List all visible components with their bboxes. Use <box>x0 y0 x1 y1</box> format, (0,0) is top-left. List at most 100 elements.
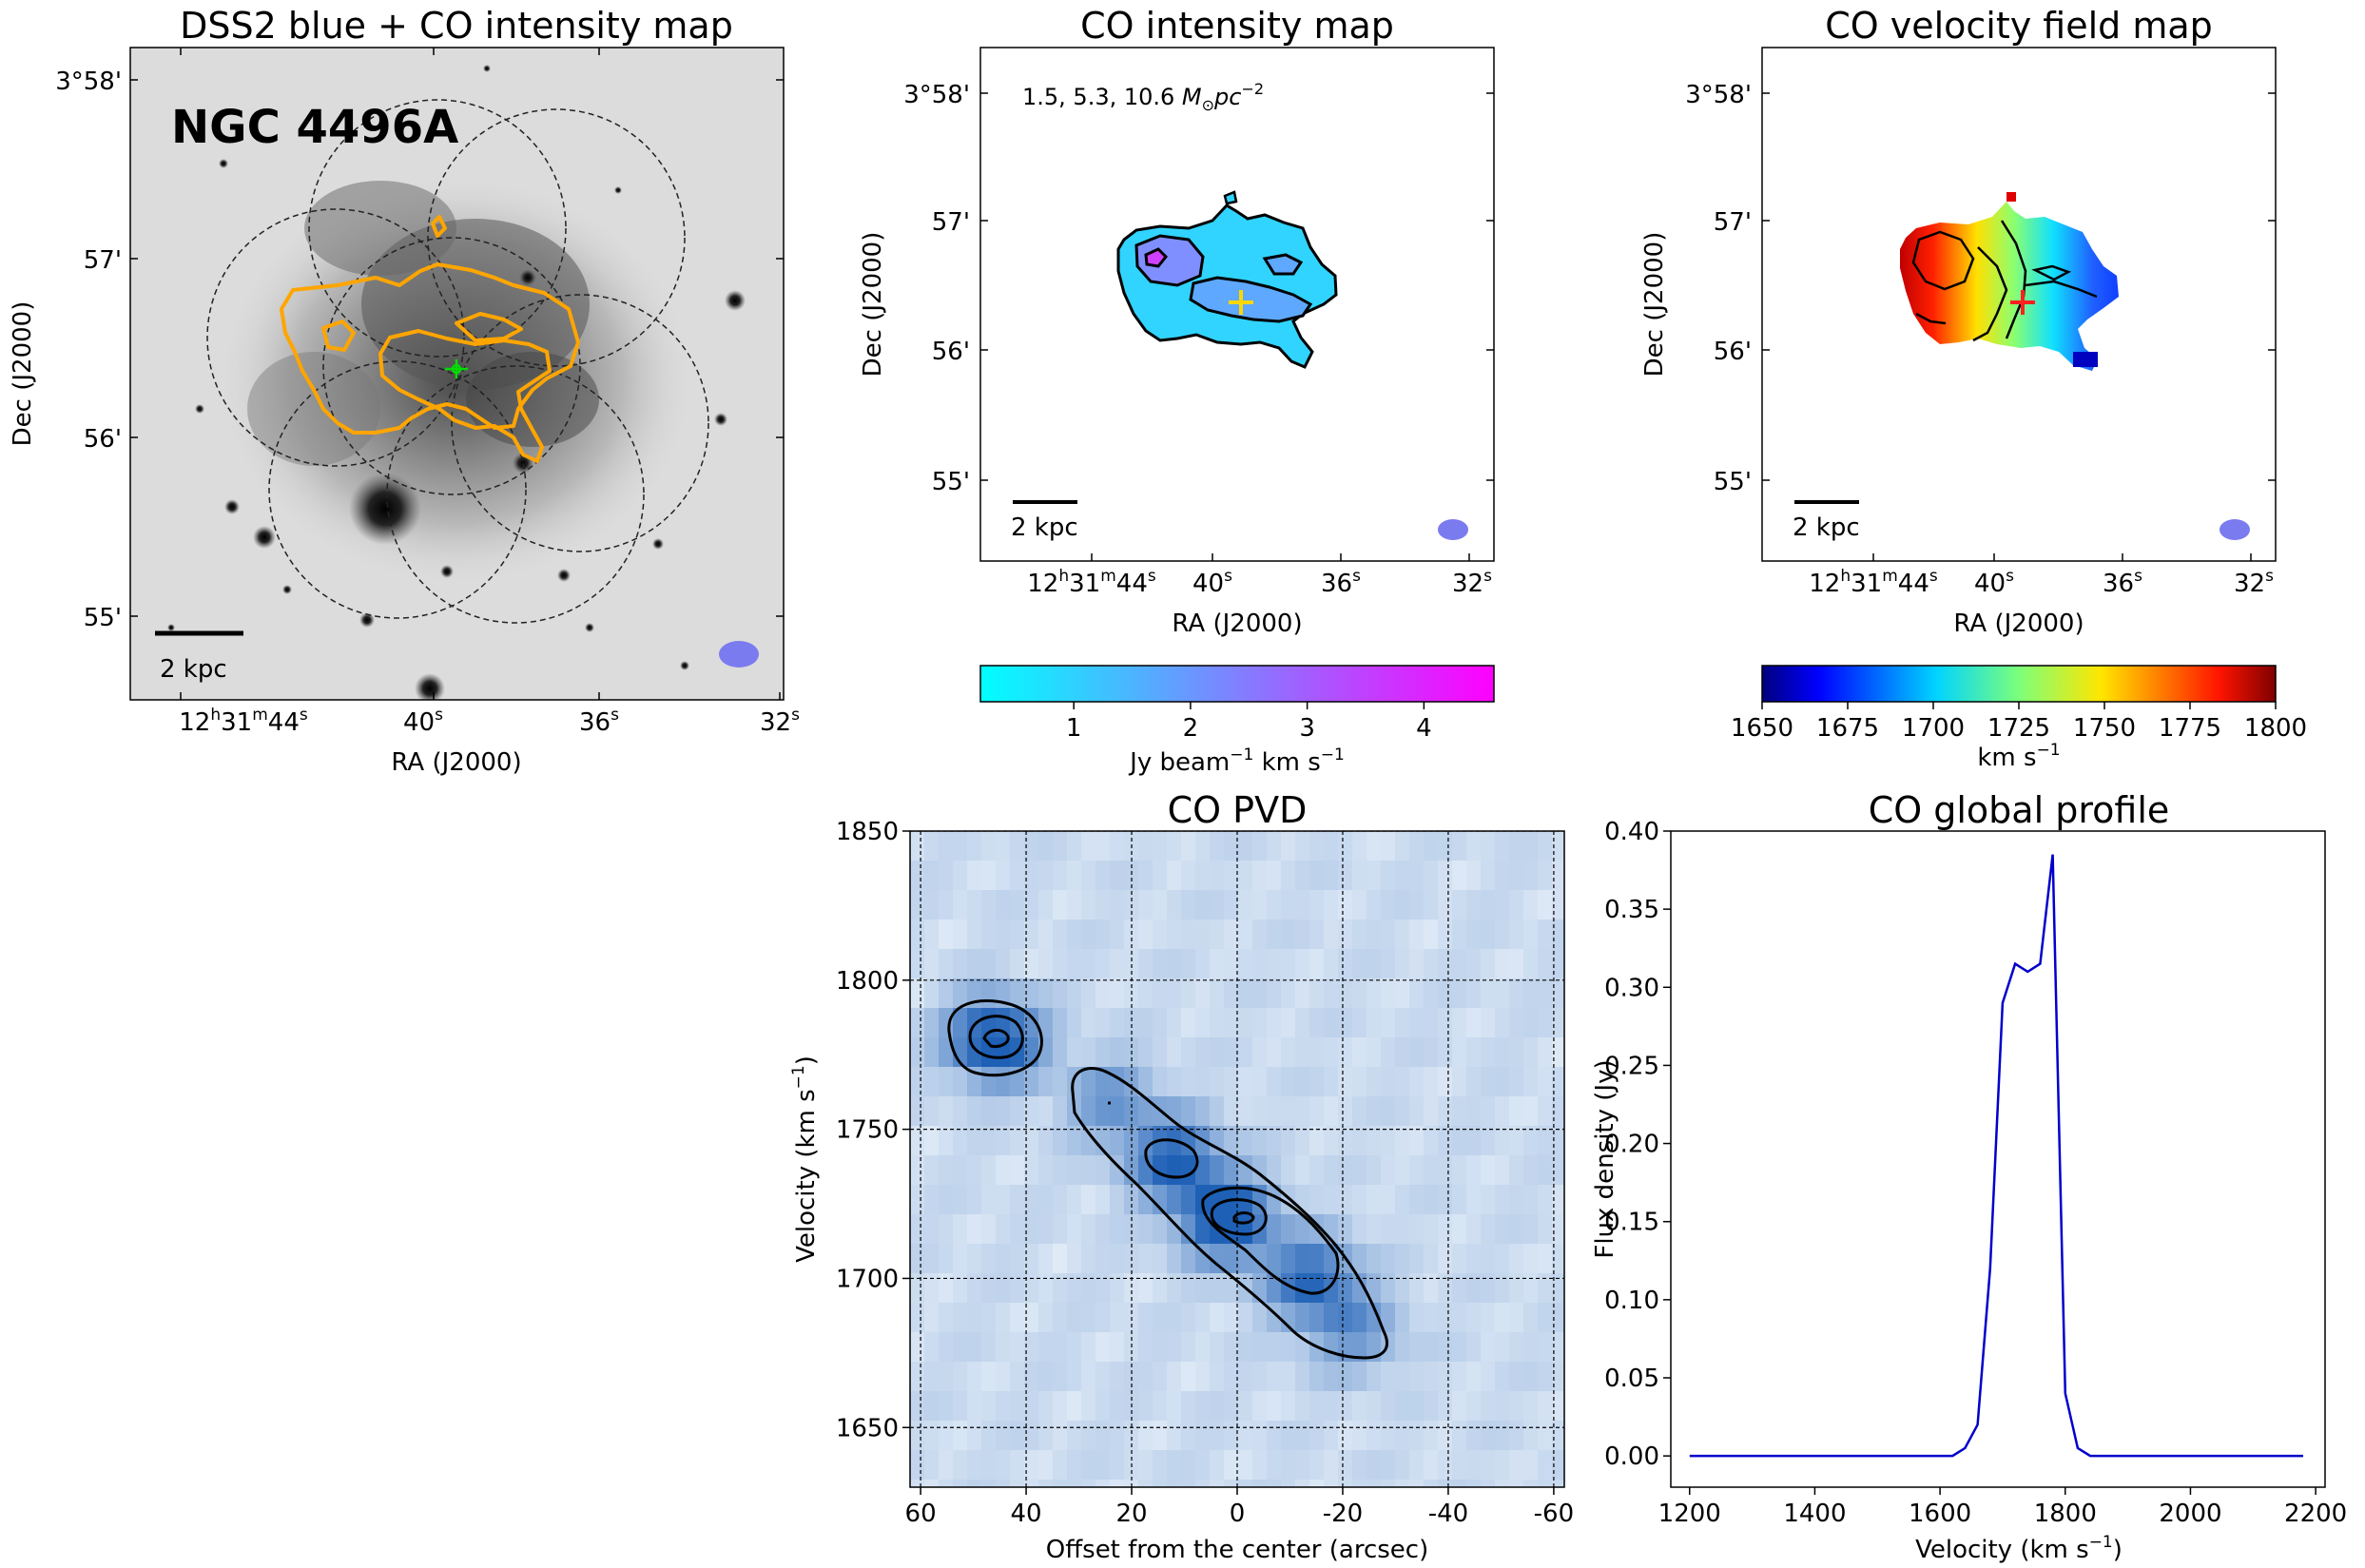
star <box>349 473 421 545</box>
pvd-cell <box>1095 1421 1111 1451</box>
pvd-cell <box>1395 1421 1410 1451</box>
pvd-cell <box>1095 1037 1111 1068</box>
pvd-cell <box>1295 1421 1310 1451</box>
pvd-cell <box>1281 1391 1296 1422</box>
pvd-cell <box>1024 1185 1039 1215</box>
pvd-cell <box>1281 1155 1296 1186</box>
pvd-cell <box>1224 949 1239 979</box>
pvd-cell <box>1509 1332 1524 1363</box>
pvd-cell <box>1195 1450 1211 1481</box>
pvd-cell <box>1452 1244 1467 1274</box>
pvd-cell <box>939 1155 954 1186</box>
profile-plot-area <box>1670 830 2326 1488</box>
pvd-cell <box>1053 1185 1068 1215</box>
pvd-cell <box>1238 1450 1253 1481</box>
pvd-cell <box>1010 1067 1025 1097</box>
pvd-cell <box>1181 861 1196 891</box>
pvd-cell <box>1195 861 1211 891</box>
pvd-cell <box>1181 1362 1196 1392</box>
pvd-cell <box>939 1008 954 1038</box>
intensity-contour-core <box>1144 247 1169 268</box>
pvd-cell <box>1238 1480 1253 1487</box>
pvd-cell <box>981 920 997 950</box>
pvd-cell <box>1067 1155 1082 1186</box>
star <box>224 499 240 514</box>
pvd-cell <box>953 1303 968 1333</box>
pvd-cell <box>1509 890 1524 920</box>
pvd-cell <box>1338 1303 1353 1333</box>
pvd-cell <box>1267 890 1282 920</box>
fov-circle <box>322 237 581 495</box>
pvd-cell <box>1081 890 1096 920</box>
pvd-cell <box>1167 1332 1182 1363</box>
pvd-cell <box>1038 1362 1054 1392</box>
pvd-cell <box>1309 861 1325 891</box>
x-axis-label: Offset from the center (arcsec) <box>1046 1536 1428 1564</box>
pvd-cell <box>1452 1185 1467 1215</box>
pvd-cell <box>981 831 997 861</box>
pvd-cell <box>1038 1480 1054 1487</box>
pvd-cell <box>1138 1303 1153 1333</box>
pvd-cell <box>1381 949 1396 979</box>
pvd-cell <box>924 1273 940 1304</box>
y-axis-label: Velocity (km s−1) <box>789 1055 821 1263</box>
pvd-cell <box>1338 1421 1353 1451</box>
pvd-cell <box>1138 949 1153 979</box>
pvd-cell <box>1053 1037 1068 1068</box>
pvd-cell <box>1195 1155 1211 1186</box>
pvd-cell <box>981 1214 997 1245</box>
pvd-cell <box>1181 1185 1196 1215</box>
pvd-cell <box>1409 1244 1425 1274</box>
pvd-cell <box>1538 1214 1553 1245</box>
pvd-cell <box>1210 1391 1225 1422</box>
y-tick-label: 55' <box>84 604 122 632</box>
pvd-cell <box>1038 861 1054 891</box>
pvd-cell <box>953 1096 968 1127</box>
pvd-cell <box>1110 1273 1125 1304</box>
pvd-cell <box>1309 1450 1325 1481</box>
pvd-cell <box>1095 1067 1111 1097</box>
pvd-cell <box>1367 1185 1382 1215</box>
pvd-cell <box>1281 1067 1296 1097</box>
pvd-cell <box>1495 949 1510 979</box>
pvd-cell <box>1481 1214 1496 1245</box>
pvd-cell <box>1466 978 1482 1009</box>
pvd-cell <box>1409 1450 1425 1481</box>
pvd-cell <box>981 1480 997 1487</box>
pvd-cell <box>996 890 1011 920</box>
pvd-grid <box>910 831 1564 1487</box>
pvd-cell <box>1081 1096 1096 1127</box>
pvd-cell <box>1267 1332 1282 1363</box>
pvd-cell <box>1124 1214 1139 1245</box>
pvd-cell <box>1424 920 1439 950</box>
y-tick-label: 3°58' <box>1685 81 1752 109</box>
pvd-cell <box>1395 1037 1410 1068</box>
pvd-cell <box>1452 861 1467 891</box>
pvd-cell <box>1381 978 1396 1009</box>
pvd-cell <box>1409 1391 1425 1422</box>
star <box>167 624 175 631</box>
pvd-cell <box>1438 1362 1453 1392</box>
pvd-cell <box>1281 1008 1296 1038</box>
pvd-cell <box>1267 949 1282 979</box>
pvd-cell <box>924 1244 940 1274</box>
pvd-cell <box>1038 1332 1054 1363</box>
intensity-colorbar-ticks: 1 2 3 4 <box>1066 702 1432 743</box>
pvd-cell <box>1523 1126 1539 1156</box>
pvd-cell <box>953 890 968 920</box>
center-marker <box>2010 290 2035 315</box>
pvd-cell <box>981 1421 997 1451</box>
pvd-cell <box>1024 890 1039 920</box>
pvd-cell <box>1167 1273 1182 1304</box>
pvd-cell <box>1409 1214 1425 1245</box>
velocity-contours <box>1911 220 2098 342</box>
pvd-cell <box>996 949 1011 979</box>
pvd-cell <box>1281 1450 1296 1481</box>
pvd-cell <box>1053 1303 1068 1333</box>
pvd-cell <box>1381 1421 1396 1451</box>
x-tick-label: 40s <box>1974 567 2014 598</box>
pvd-cell <box>1252 831 1268 861</box>
pvd-cell <box>1038 1421 1054 1451</box>
pvd-cell <box>967 1273 982 1304</box>
pvd-cell <box>1281 1214 1296 1245</box>
